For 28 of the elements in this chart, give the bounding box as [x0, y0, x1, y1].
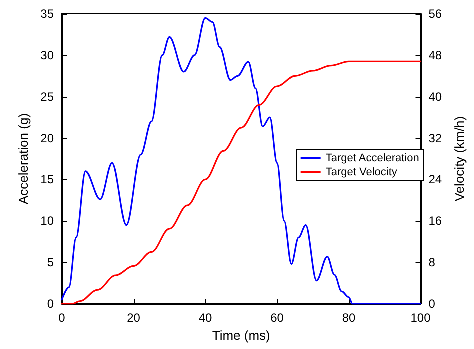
y2-axis-title: Velocity (km/h) — [452, 116, 467, 202]
x-tick-label: 80 — [342, 311, 356, 325]
y-tick-label: 15 — [40, 172, 54, 187]
y2-tick-label: 0 — [428, 297, 436, 311]
y2-tick-label: 48 — [428, 48, 442, 62]
y2-tick-label: 24 — [428, 172, 442, 187]
x-tick-label: 0 — [58, 311, 66, 325]
x-axis-title: Time (ms) — [212, 328, 270, 343]
y-tick-label: 20 — [40, 131, 54, 146]
y2-tick-label: 8 — [428, 256, 436, 270]
x-tick-label: 100 — [410, 311, 432, 325]
x-tick-label: 20 — [127, 311, 141, 325]
y-tick-label: 25 — [40, 90, 54, 104]
y-tick-label: 30 — [40, 48, 54, 62]
y2-tick-label: 32 — [428, 131, 442, 146]
y2-tick-label: 16 — [428, 214, 442, 228]
y2-tick-label: 40 — [428, 90, 442, 104]
legend-label: Target Acceleration — [326, 152, 420, 164]
x-tick-label: 60 — [270, 311, 284, 325]
y-tick-label: 0 — [47, 297, 54, 311]
y-axis-title: Acceleration (g) — [16, 113, 31, 205]
legend-label: Target Velocity — [326, 166, 398, 178]
y2-tick-label: 56 — [428, 7, 442, 21]
y-tick-label: 5 — [47, 256, 54, 270]
x-tick-label: 40 — [198, 311, 212, 325]
y-tick-label: 35 — [40, 7, 54, 21]
y-tick-label: 10 — [40, 214, 54, 228]
line-series — [61, 17, 422, 305]
